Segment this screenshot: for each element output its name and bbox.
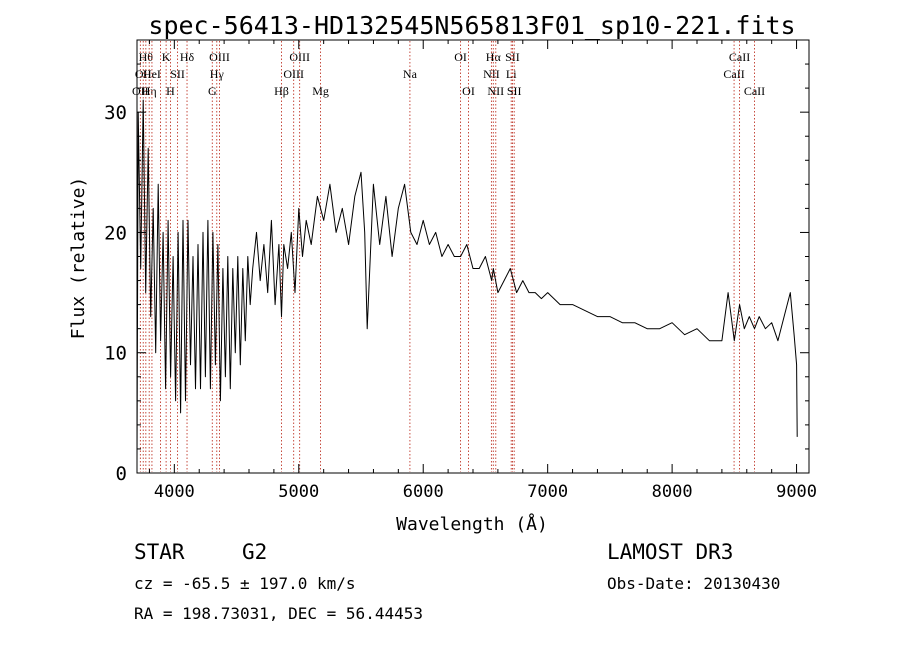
survey-name: LAMOST DR3 (607, 540, 733, 564)
y-tick-label: 0 (116, 463, 127, 485)
x-tick-label: 9000 (776, 482, 817, 502)
coordinates: RA = 198.73031, DEC = 56.44453 (134, 604, 423, 623)
observation-date: Obs-Date: 20130430 (607, 574, 780, 593)
x-axis-label: Wavelength (Å) (396, 513, 548, 535)
reference-line-label: Hα (486, 50, 502, 64)
reference-line-label: OI (462, 84, 475, 98)
reference-line-label: Li (506, 67, 517, 81)
reference-line-label: OIII (209, 50, 230, 64)
x-tick-label: 8000 (652, 482, 693, 502)
reference-line-label: Hδ (180, 50, 195, 64)
spectrum-line (137, 100, 797, 461)
reference-line-label: NII (483, 67, 500, 81)
reference-line-label: G (208, 84, 217, 98)
reference-line-label: Na (403, 67, 418, 81)
reference-line-label: CaII (729, 50, 750, 64)
y-tick-label: 20 (104, 222, 127, 244)
x-tick-label: 7000 (527, 482, 568, 502)
reference-line-label: OI (454, 50, 467, 64)
y-axis-label: Flux (relative) (68, 177, 89, 340)
reference-line-label: H (166, 84, 175, 98)
reference-line-label: Hη (142, 84, 157, 98)
reference-line-label: SII (170, 67, 185, 81)
object-subclass: G2 (242, 540, 267, 564)
object-class: STAR (134, 540, 185, 564)
redshift-velocity: cz = -65.5 ± 197.0 km/s (134, 574, 356, 593)
y-tick-label: 10 (104, 343, 127, 365)
reference-line-label: OIII (283, 67, 304, 81)
reference-line-label: CaII (744, 84, 765, 98)
x-tick-label: 4000 (154, 482, 195, 502)
reference-line-label: NII (487, 84, 504, 98)
reference-line-label: SII (507, 84, 522, 98)
reference-lines: OIIOIIHθHηHeIKHSIIHδGHγOIIIHβOIIIOIIIMgN… (132, 41, 765, 472)
reference-line-label: SII (505, 50, 520, 64)
reference-line-label: Hγ (210, 67, 225, 81)
reference-line-label: Hθ (139, 50, 154, 64)
reference-line-label: HeI (143, 67, 161, 81)
x-tick-label: 6000 (403, 482, 444, 502)
x-tick-label: 5000 (278, 482, 319, 502)
reference-line-label: Hβ (274, 84, 289, 98)
axis-ticks: 4000 5000 6000 7000 8000 9000 0 10 20 30 (104, 40, 817, 502)
reference-line-label: K (162, 50, 171, 64)
reference-line-label: Mg (312, 84, 329, 98)
chart-title: spec-56413-HD132545N565813F01_sp10-221.f… (148, 11, 795, 40)
reference-line-label: OIII (289, 50, 310, 64)
reference-line-label: CaII (723, 67, 744, 81)
y-tick-label: 30 (104, 102, 127, 124)
